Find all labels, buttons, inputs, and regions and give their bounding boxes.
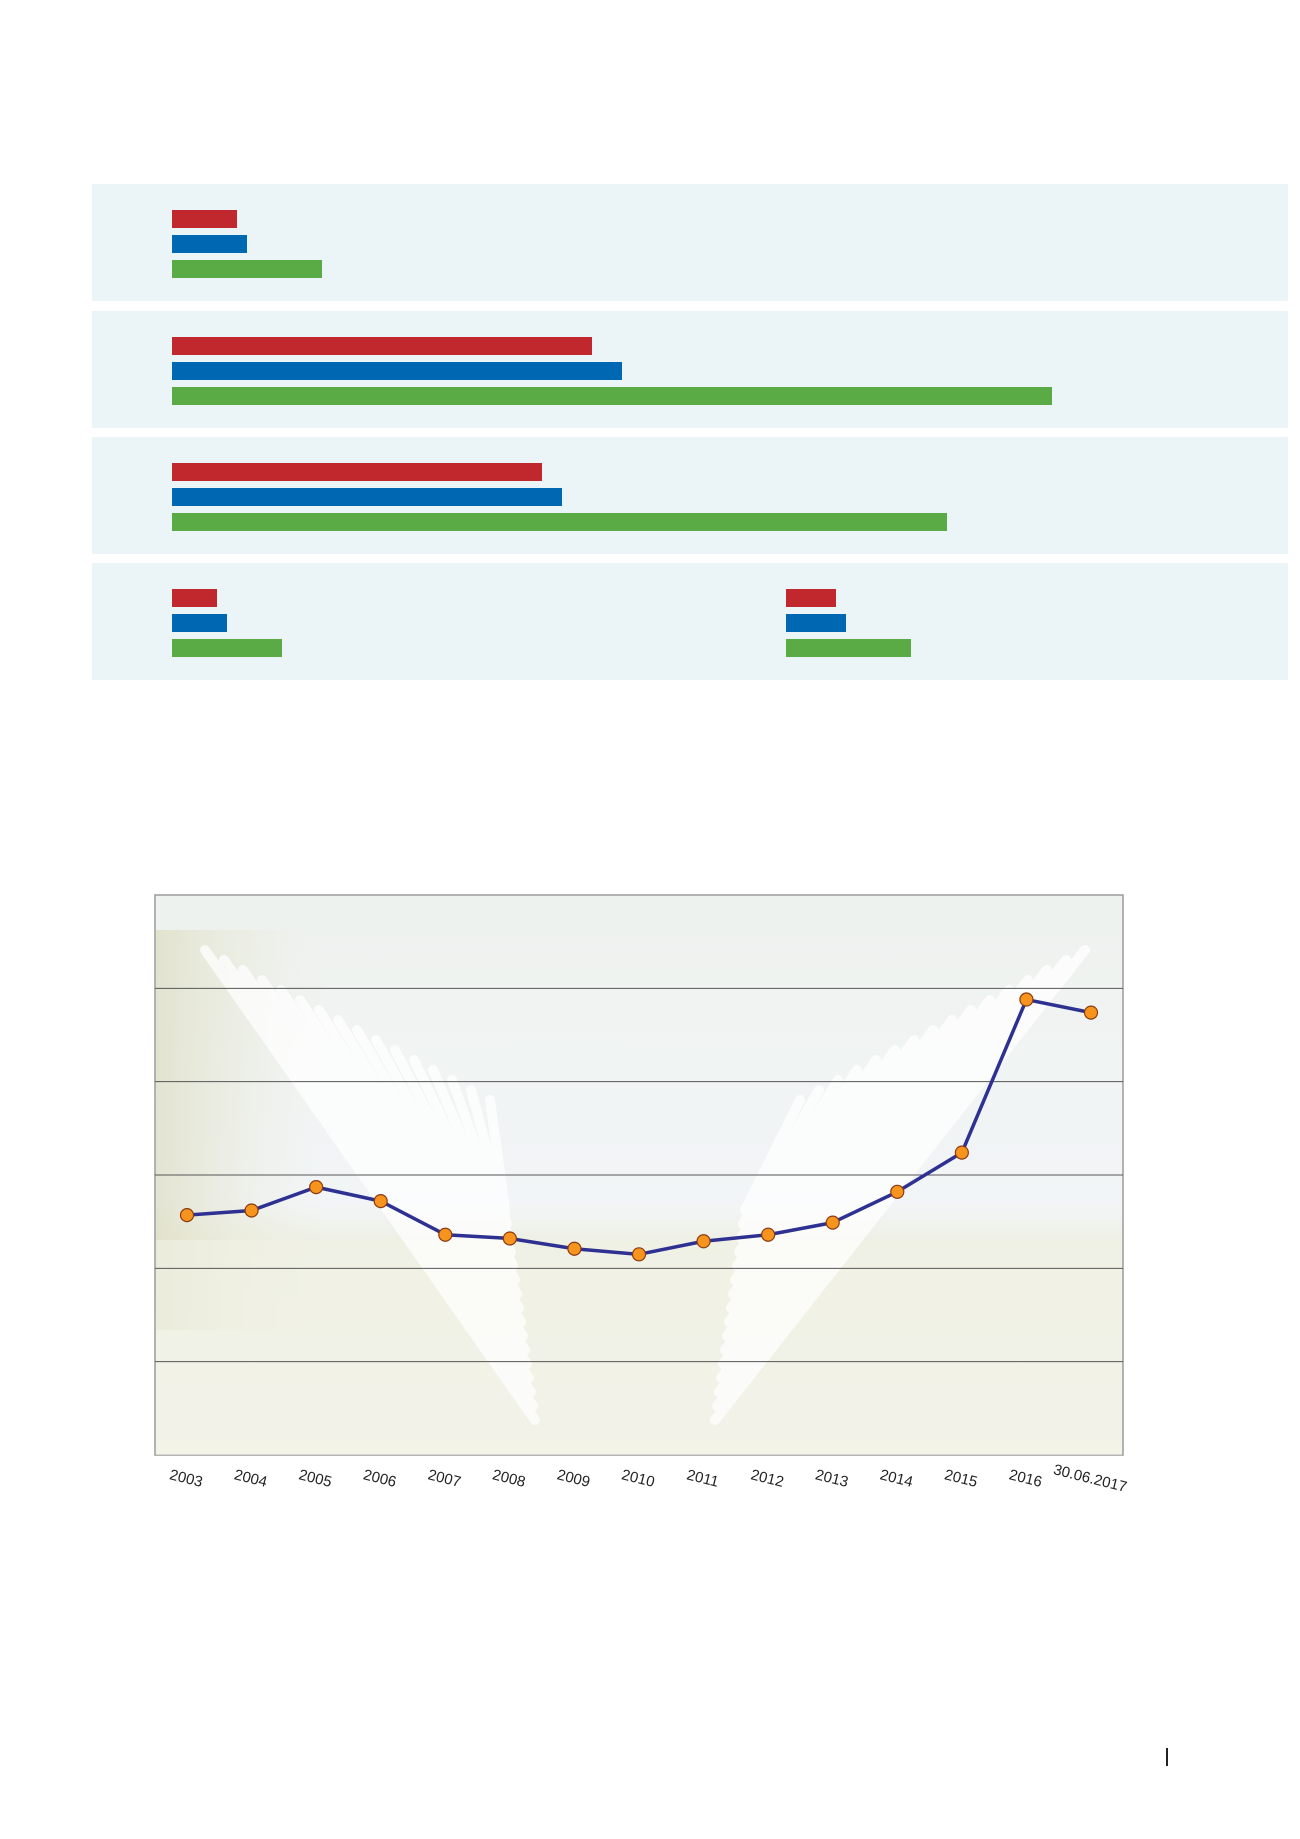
x-tick-label: 2014 — [878, 1466, 914, 1491]
bar-panels — [92, 184, 1288, 680]
x-tick-label: 2004 — [232, 1466, 268, 1491]
data-point — [825, 1215, 840, 1230]
bar — [172, 488, 562, 506]
bar — [172, 210, 237, 228]
x-tick-label: 2016 — [1007, 1466, 1043, 1491]
bar — [172, 589, 217, 607]
data-point — [244, 1203, 259, 1218]
bar — [786, 589, 836, 607]
data-point — [438, 1227, 453, 1242]
data-point — [954, 1145, 969, 1160]
data-point — [696, 1234, 711, 1249]
data-point — [502, 1231, 517, 1246]
bar-chart — [92, 184, 1288, 680]
bar — [172, 337, 592, 355]
bar — [172, 513, 947, 531]
x-tick-label: 2003 — [168, 1466, 204, 1491]
x-tick-label: 2015 — [943, 1466, 979, 1491]
data-point — [179, 1208, 195, 1223]
bar — [172, 639, 282, 657]
bar-panel — [92, 563, 1288, 680]
bar — [172, 463, 542, 481]
bar-marks — [172, 210, 1052, 657]
bar-panel — [92, 184, 1288, 301]
x-tick-label: 2008 — [491, 1466, 527, 1491]
bar — [172, 614, 227, 632]
line-chart: 2003 2004 2005 2006 2007 2008 2009 2010 2011 2012… — [154, 894, 1129, 1496]
bar — [786, 639, 911, 657]
data-point — [761, 1227, 776, 1242]
bar — [786, 614, 846, 632]
x-tick-label: 2005 — [297, 1466, 333, 1491]
data-point — [631, 1247, 647, 1262]
bar — [172, 235, 247, 253]
x-tick-label: 2006 — [362, 1466, 398, 1491]
line-series — [179, 992, 1099, 1262]
bar — [172, 362, 622, 380]
y-gridlines — [155, 987, 1123, 1363]
data-point — [1019, 992, 1034, 1007]
x-tick-labels: 2003 2004 2005 2006 2007 2008 2009 2010 2011 2012… — [168, 1461, 1129, 1496]
bar — [172, 387, 1052, 405]
x-tick-label: 2007 — [426, 1466, 462, 1491]
x-tick-label: 2013 — [814, 1466, 850, 1491]
x-tick-label: 2012 — [749, 1466, 785, 1491]
x-tick-label: 2010 — [620, 1466, 656, 1491]
x-tick-label: 2011 — [685, 1466, 720, 1490]
bar — [172, 260, 322, 278]
x-tick-label: 2009 — [555, 1466, 591, 1491]
data-point — [309, 1180, 324, 1195]
data-point — [567, 1241, 582, 1256]
data-point — [373, 1194, 388, 1209]
data-point — [890, 1184, 905, 1199]
page-marker — [1166, 1748, 1168, 1766]
data-point — [1083, 1005, 1099, 1020]
x-tick-label: 30.06.2017 — [1052, 1461, 1129, 1496]
